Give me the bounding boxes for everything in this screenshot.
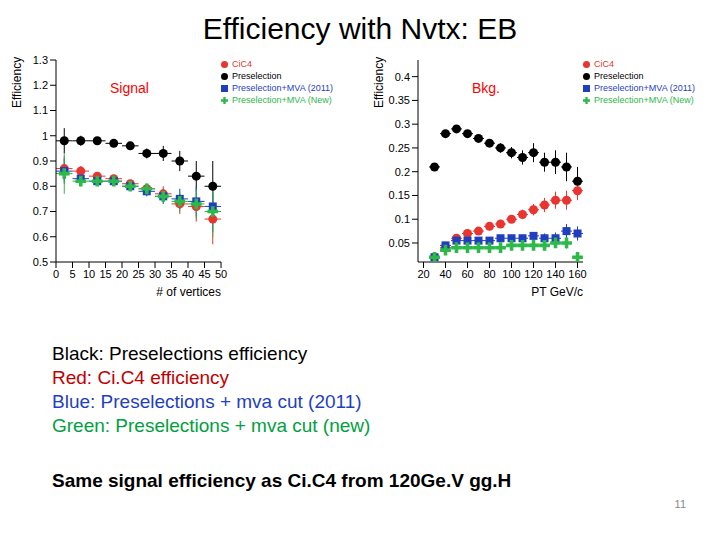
html-text:Blue: Preselections + mva cut: Blue: Preselections + mva cut (2011) — [52, 391, 362, 412]
svg-text:0.8: 0.8 — [33, 180, 48, 192]
svg-text:45: 45 — [198, 268, 210, 280]
svg-text:0.6: 0.6 — [33, 231, 48, 243]
svg-text:0: 0 — [53, 268, 59, 280]
svg-text:Efficiency: Efficiency — [372, 57, 386, 108]
svg-text:PT GeV/c: PT GeV/c — [531, 285, 583, 299]
svg-text:# of vertices: # of vertices — [156, 285, 221, 299]
svg-text:100: 100 — [502, 268, 520, 280]
svg-text:15: 15 — [99, 268, 111, 280]
svg-text:25: 25 — [132, 268, 144, 280]
svg-text:0.05: 0.05 — [389, 237, 410, 249]
svg-text:40: 40 — [182, 268, 194, 280]
svg-text:1.1: 1.1 — [33, 104, 48, 116]
svg-text:0.3: 0.3 — [395, 118, 410, 130]
svg-text:0.1: 0.1 — [395, 213, 410, 225]
svg-text:20: 20 — [116, 268, 128, 280]
html-text:Green: Preselections + mva cut: Green: Preselections + mva cut (new) — [52, 415, 371, 436]
html-text:Preselection: Preselection — [594, 71, 644, 81]
svg-text:0.25: 0.25 — [389, 142, 410, 154]
html-text:Preselection+MVA (New): Preselection+MVA (New) — [594, 95, 694, 105]
svg-text:50: 50 — [215, 268, 227, 280]
svg-text:160: 160 — [568, 268, 586, 280]
svg-text:0.9: 0.9 — [33, 155, 48, 167]
svg-text:120: 120 — [524, 268, 542, 280]
svg-text:0.7: 0.7 — [33, 205, 48, 217]
html-text:Preselection: Preselection — [232, 71, 282, 81]
svg-text:0.5: 0.5 — [33, 256, 48, 268]
html-text:Same signal efficiency as Ci.C: Same signal efficiency as Ci.C4 from 120… — [52, 470, 512, 491]
svg-text:80: 80 — [483, 268, 495, 280]
html-text:CiC4: CiC4 — [594, 59, 614, 69]
svg-text:0.4: 0.4 — [395, 71, 410, 83]
svg-text:20: 20 — [417, 268, 429, 280]
svg-text:1.3: 1.3 — [33, 54, 48, 66]
html-text:Efficiency with Nvtx: EB: Efficiency with Nvtx: EB — [202, 12, 518, 45]
html-text:CiC4: CiC4 — [232, 59, 252, 69]
svg-text:0.15: 0.15 — [389, 189, 410, 201]
svg-text:5: 5 — [69, 268, 75, 280]
html-text:Signal: Signal — [110, 80, 149, 96]
svg-text:1.2: 1.2 — [33, 79, 48, 91]
svg-text:10: 10 — [83, 268, 95, 280]
html-text:Preselection+MVA (2011): Preselection+MVA (2011) — [232, 83, 333, 93]
html-text:11: 11 — [674, 498, 686, 510]
svg-text:140: 140 — [546, 268, 564, 280]
svg-text:Efficiency: Efficiency — [10, 57, 24, 108]
html-text:Bkg.: Bkg. — [472, 80, 500, 96]
html-text:Preselection+MVA (2011): Preselection+MVA (2011) — [594, 83, 695, 93]
svg-text:30: 30 — [149, 268, 161, 280]
html-text:Red: Ci.C4 efficiency: Red: Ci.C4 efficiency — [52, 367, 230, 388]
svg-text:35: 35 — [165, 268, 177, 280]
svg-text:0.2: 0.2 — [395, 166, 410, 178]
svg-text:40: 40 — [439, 268, 451, 280]
svg-text:0.35: 0.35 — [389, 94, 410, 106]
html-text:Black: Preselections efficienc: Black: Preselections efficiency — [52, 343, 308, 364]
svg-text:1: 1 — [42, 130, 48, 142]
svg-text:60: 60 — [461, 268, 473, 280]
html-text:Preselection+MVA (New): Preselection+MVA (New) — [232, 95, 332, 105]
